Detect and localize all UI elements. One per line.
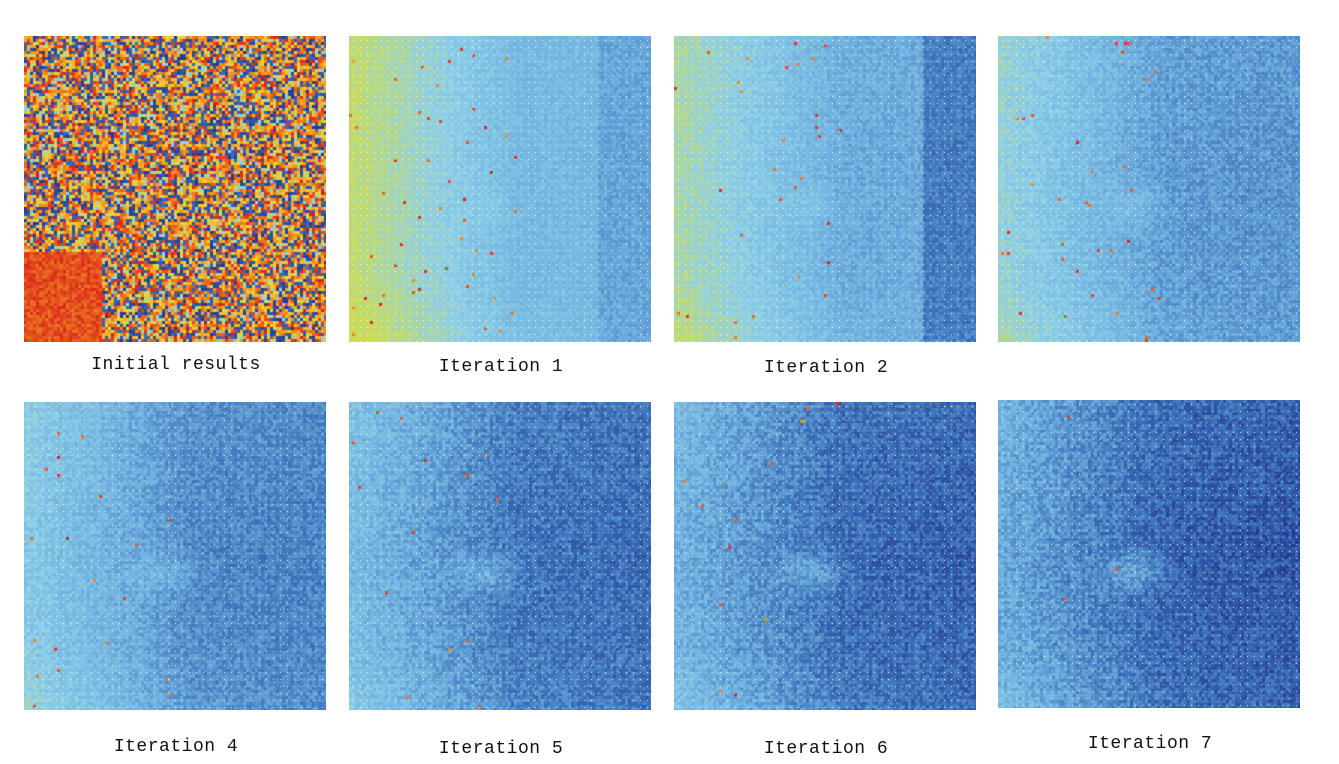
caption-iteration-2: Iteration 2 [763,358,889,378]
caption-iteration-6: Iteration 6 [763,739,889,759]
heatmap-iteration-3 [998,36,1300,342]
heatmap-initial-results [24,36,326,342]
heatmap-iteration-7 [998,400,1300,708]
heatmap-iteration-1 [349,36,651,342]
heatmap-iteration-2 [674,36,976,342]
heatmap-iteration-5 [349,402,651,710]
caption-iteration-7: Iteration 7 [1087,734,1213,754]
heatmap-iteration-6 [674,402,976,710]
caption-iteration-5: Iteration 5 [438,739,564,759]
caption-initial-results: Initial results [91,355,261,375]
heatmap-iteration-4 [24,402,326,710]
caption-iteration-4: Iteration 4 [113,737,239,757]
caption-iteration-1: Iteration 1 [438,357,564,377]
